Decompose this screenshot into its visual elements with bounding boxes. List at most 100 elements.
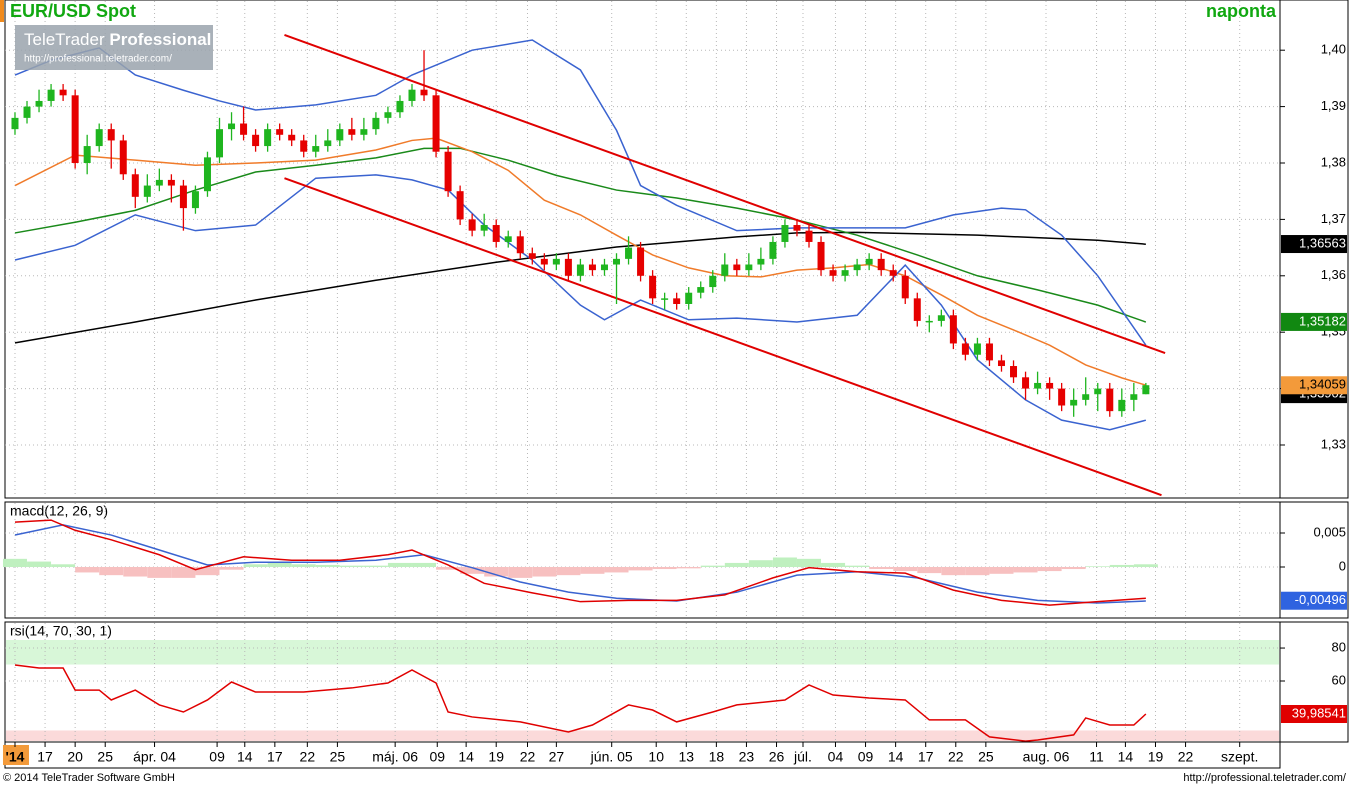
macd-value-label-box bbox=[1281, 591, 1347, 610]
macd-histogram-bar bbox=[51, 564, 76, 568]
rsi-value-label: 39,98541 bbox=[1292, 705, 1346, 720]
candle-body bbox=[757, 258, 765, 265]
macd-histogram-bar bbox=[339, 565, 364, 568]
candle-body bbox=[745, 264, 753, 271]
candle-body bbox=[613, 258, 621, 265]
candle-body bbox=[853, 264, 861, 271]
x-tick-label: 22 bbox=[948, 749, 964, 765]
candle-body bbox=[35, 100, 43, 107]
candle-body bbox=[673, 298, 681, 304]
candle-body bbox=[588, 264, 596, 271]
x-tick-highlight bbox=[2, 745, 29, 765]
macd-histogram-bar bbox=[291, 564, 316, 568]
candle-body bbox=[661, 298, 669, 300]
y-tick-label: 1,36 bbox=[1321, 267, 1346, 282]
candle-body bbox=[697, 287, 705, 293]
candle-body bbox=[600, 264, 608, 271]
chart-title: EUR/USD Spot bbox=[10, 1, 136, 21]
macd-histogram-bar bbox=[1085, 566, 1110, 568]
candle-body bbox=[396, 100, 404, 113]
y-tick-label: 1,39 bbox=[1321, 98, 1346, 113]
x-tick-label: máj. 06 bbox=[372, 749, 418, 765]
candle-body bbox=[71, 95, 79, 163]
macd-line bbox=[14, 519, 1146, 606]
candle-body bbox=[288, 134, 296, 141]
candle-body bbox=[179, 185, 187, 209]
macd-histogram-bar bbox=[700, 565, 725, 568]
macd-histogram-bar bbox=[27, 561, 52, 568]
macd-histogram-bar bbox=[1061, 567, 1086, 570]
macd-histogram-bar bbox=[387, 562, 412, 568]
macd-histogram-bar bbox=[989, 567, 1014, 574]
x-tick-label: 22 bbox=[1178, 749, 1194, 765]
x-tick-label: jún. 05 bbox=[590, 749, 633, 765]
macd-histogram-bar bbox=[412, 562, 437, 568]
y-tick-label: 1,40 bbox=[1321, 42, 1346, 57]
candle-body bbox=[420, 89, 428, 96]
y-tick-label: 0,005 bbox=[1313, 524, 1346, 539]
candle-body bbox=[841, 270, 849, 276]
macd-histogram-bar bbox=[965, 567, 990, 576]
macd-histogram-bar bbox=[556, 567, 581, 576]
x-tick-label: 09 bbox=[429, 749, 445, 765]
candle-body bbox=[877, 258, 885, 271]
macd-histogram-bar bbox=[123, 567, 148, 577]
macd-histogram-bar bbox=[99, 567, 124, 576]
candle-body bbox=[11, 117, 19, 130]
candle-body bbox=[817, 241, 825, 271]
candle-body bbox=[131, 174, 139, 197]
candle-body bbox=[312, 146, 320, 152]
x-tick-label: 25 bbox=[97, 749, 113, 765]
watermark-product: Professional bbox=[109, 30, 211, 49]
x-tick-label: 14 bbox=[458, 749, 474, 765]
macd-histogram-bar bbox=[508, 567, 533, 578]
y-tick-label: 0 bbox=[1339, 558, 1346, 573]
candle-body bbox=[504, 236, 512, 242]
macd-histogram-bar bbox=[748, 560, 773, 568]
candle-body bbox=[408, 89, 416, 101]
macd-histogram-bar bbox=[195, 567, 220, 576]
candle-body bbox=[432, 95, 440, 152]
candle-body bbox=[1070, 399, 1078, 406]
candle-body bbox=[228, 123, 236, 130]
panel-title: macd(12, 26, 9) bbox=[10, 503, 108, 519]
x-tick-label: 17 bbox=[37, 749, 53, 765]
candle-body bbox=[1082, 394, 1090, 400]
macd-histogram-bar bbox=[893, 567, 918, 572]
macd-histogram-bar bbox=[75, 567, 100, 573]
watermark-box bbox=[15, 25, 213, 70]
candle-body bbox=[637, 247, 645, 276]
x-tick-label: 09 bbox=[209, 749, 225, 765]
price-label: 1,36563 bbox=[1299, 235, 1346, 250]
candle-body bbox=[901, 275, 909, 299]
footer-copyright: © 2014 TeleTrader Software GmbH bbox=[3, 772, 175, 784]
candle-body bbox=[721, 264, 729, 276]
candle-body bbox=[961, 343, 969, 355]
macd-histogram-bar bbox=[724, 562, 749, 568]
price-label: 1,34059 bbox=[1299, 377, 1346, 392]
macd-histogram-bar bbox=[460, 567, 485, 574]
x-tick-label: '14 bbox=[6, 749, 25, 765]
candle-body bbox=[1094, 388, 1102, 395]
candle-body bbox=[528, 253, 536, 259]
macd-histogram-bar bbox=[1037, 567, 1062, 572]
x-tick-label: 23 bbox=[739, 749, 755, 765]
x-tick-label: 26 bbox=[769, 749, 785, 765]
candle-body bbox=[480, 225, 488, 231]
candle-body bbox=[107, 129, 115, 141]
watermark-brand: TeleTrader Professional bbox=[24, 30, 211, 49]
price-label-box bbox=[1281, 312, 1347, 331]
candle-body bbox=[865, 258, 873, 265]
candle-body bbox=[889, 270, 897, 276]
macd-histogram-bar bbox=[532, 567, 557, 577]
candle-body bbox=[564, 258, 572, 276]
x-tick-label: 11 bbox=[1089, 749, 1104, 765]
x-tick-label: 10 bbox=[648, 749, 664, 765]
candle-body bbox=[649, 275, 657, 299]
indicator-line bbox=[14, 231, 1146, 344]
y-tick-label: 80 bbox=[1332, 639, 1346, 654]
macd-histogram-bar bbox=[1109, 564, 1134, 568]
y-tick-label: 1,33 bbox=[1321, 436, 1346, 451]
macd-histogram-bar bbox=[580, 567, 605, 574]
